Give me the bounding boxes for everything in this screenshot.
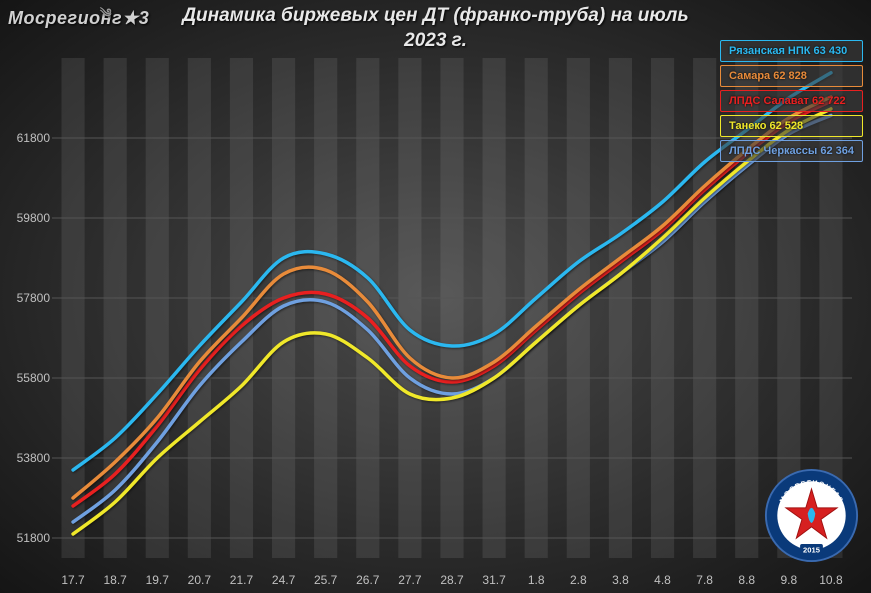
grid-column (440, 58, 463, 558)
y-tick-label: 51800 (14, 531, 50, 545)
x-tick-label: 19.7 (146, 573, 169, 587)
grid-column (314, 58, 337, 558)
x-tick-label: 28.7 (440, 573, 463, 587)
flame-icon: ༄ (100, 0, 112, 34)
legend-item: Рязанская НПК 63 430 (720, 40, 863, 62)
grid-column (61, 58, 84, 558)
x-tick-label: 18.7 (103, 573, 126, 587)
x-tick-label: 24.7 (272, 573, 295, 587)
grid-column (525, 58, 548, 558)
x-tick-label: 1.8 (528, 573, 545, 587)
grid-column (693, 58, 716, 558)
legend: Рязанская НПК 63 430 Самара 62 828 ЛПДС Са… (720, 40, 863, 162)
x-tick-label: 25.7 (314, 573, 337, 587)
logo-label: Мосрегионг★3 (8, 8, 149, 28)
y-tick-label: 61800 (14, 131, 50, 145)
x-tick-label: 10.8 (819, 573, 842, 587)
grid-column (188, 58, 211, 558)
x-tick-label: 21.7 (230, 573, 253, 587)
grid-column (651, 58, 674, 558)
legend-item: ЛПДС Салават 62 722 (720, 90, 863, 112)
x-tick-label: 3.8 (612, 573, 629, 587)
legend-item: ЛПДС Черкассы 62 364 (720, 140, 863, 162)
y-axis: 51800 53800 55800 57800 59800 61800 (14, 58, 50, 558)
legend-item: Самара 62 828 (720, 65, 863, 87)
x-tick-label: 9.8 (780, 573, 797, 587)
x-tick-label: 2.8 (570, 573, 587, 587)
y-tick-label: 55800 (14, 371, 50, 385)
legend-item: Танеко 62 528 (720, 115, 863, 137)
company-logo-text: Мосрегионг★3 ༄ (8, 8, 149, 29)
x-tick-label: 27.7 (398, 573, 421, 587)
y-tick-label: 57800 (14, 291, 50, 305)
grid-column (398, 58, 421, 558)
badge-svg: МОСРЕГИОНГАЗ 2015 (764, 468, 859, 563)
badge-logo: МОСРЕГИОНГАЗ 2015 (764, 468, 859, 563)
x-tick-label: 26.7 (356, 573, 379, 587)
x-tick-label: 31.7 (482, 573, 505, 587)
y-tick-label: 59800 (14, 211, 50, 225)
x-tick-label: 20.7 (188, 573, 211, 587)
x-tick-label: 17.7 (61, 573, 84, 587)
y-tick-label: 53800 (14, 451, 50, 465)
grid-column (356, 58, 379, 558)
x-tick-label: 7.8 (696, 573, 713, 587)
badge-year: 2015 (803, 546, 821, 555)
x-axis: 17.7 18.7 19.7 20.7 21.7 24.7 25.7 26.7 27.7 28.7… (52, 567, 852, 587)
grid-column (146, 58, 169, 558)
x-tick-label: 8.8 (738, 573, 755, 587)
grid-column (483, 58, 506, 558)
grid-column (272, 58, 295, 558)
grid-column (609, 58, 632, 558)
x-tick-label: 4.8 (654, 573, 671, 587)
